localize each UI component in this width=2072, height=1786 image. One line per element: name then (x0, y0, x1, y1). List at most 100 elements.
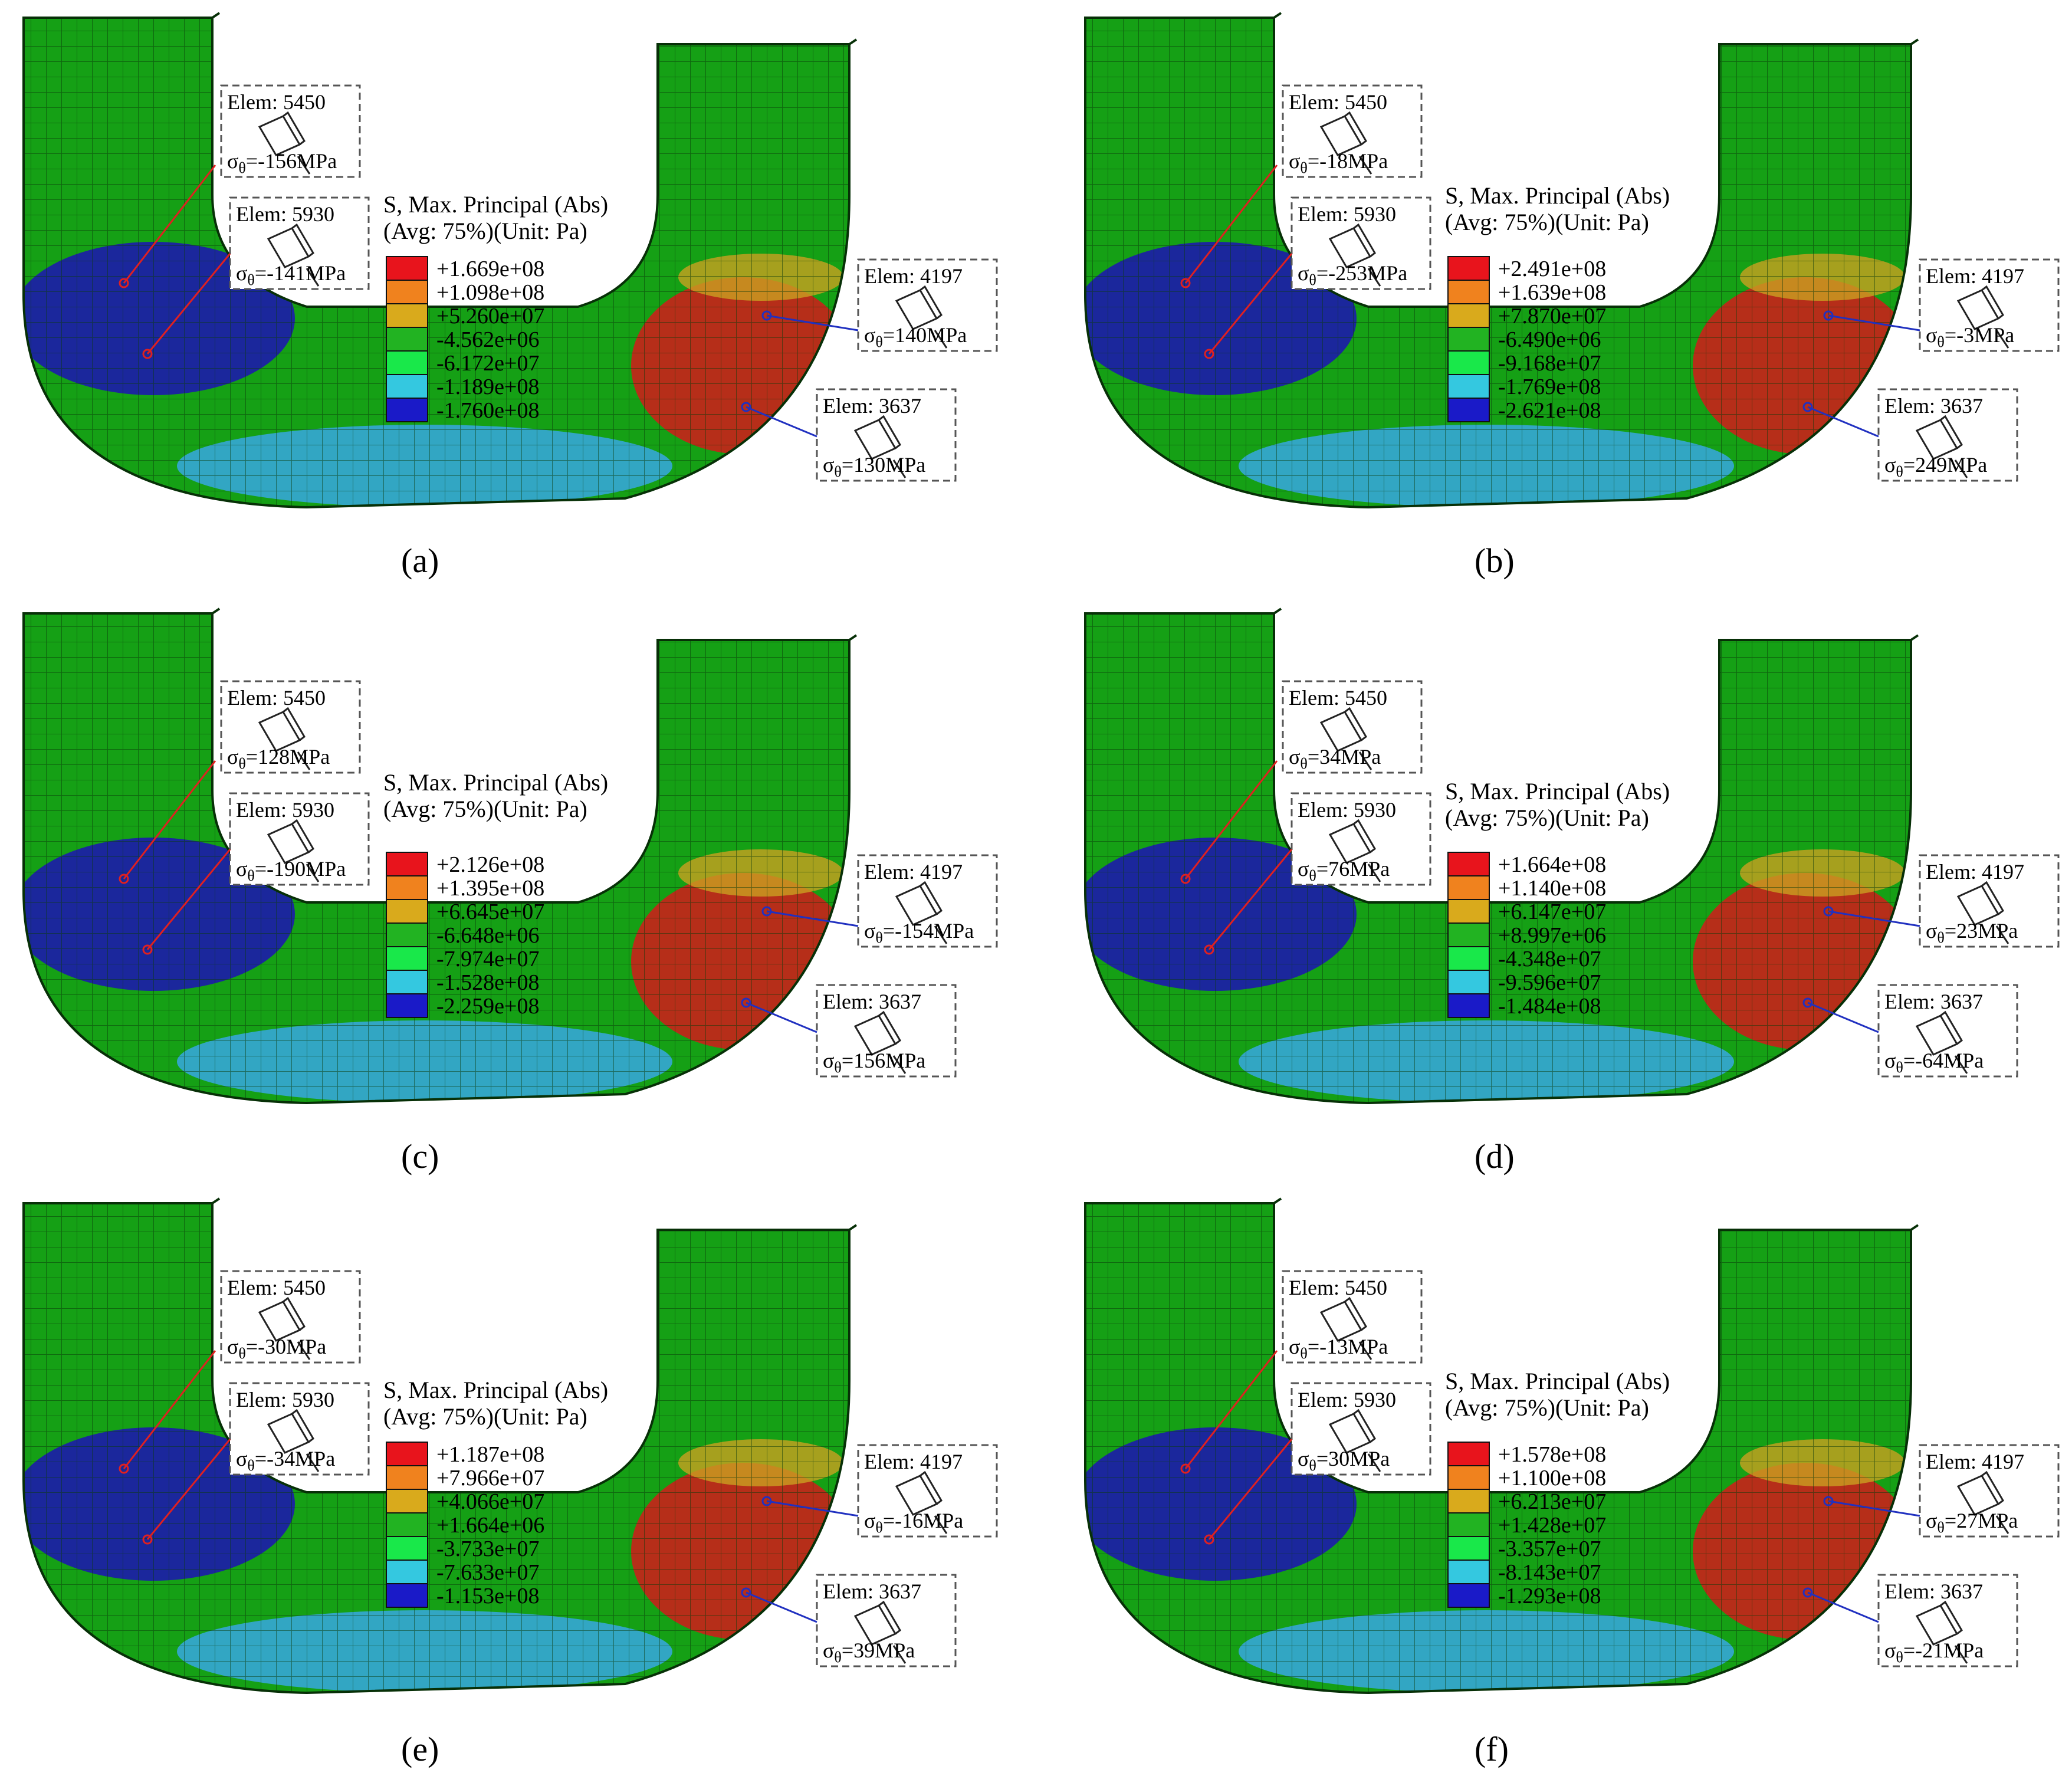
legend-value: +7.966e+07 (436, 1466, 544, 1490)
elem-stress: σθ=-13MPa (1289, 1335, 1388, 1362)
legend-value: +1.428e+07 (1498, 1513, 1606, 1538)
legend-value: -4.562e+06 (436, 327, 539, 352)
panel-b: S, Max. Principal (Abs) (Avg: 75%)(Unit:… (1073, 12, 2058, 580)
elem-stress: σθ=-18MPa (1289, 149, 1388, 176)
elem-stress: σθ=-21MPa (1884, 1639, 1984, 1666)
elem-stress: σθ=-30MPa (227, 1335, 326, 1362)
legend-value: +2.491e+08 (1498, 257, 1606, 281)
panel-c: S, Max. Principal (Abs) (Avg: 75%)(Unit:… (12, 608, 997, 1176)
elem-label: Elem: 5450 (227, 1276, 326, 1299)
legend-value: -1.189e+08 (436, 375, 539, 399)
legend-value: -1.153e+08 (436, 1584, 539, 1608)
legend-value: +4.066e+07 (436, 1489, 544, 1514)
legend-value: +6.213e+07 (1498, 1489, 1606, 1514)
legend-value: +5.260e+07 (436, 304, 544, 329)
elem-stress: σθ=-141MPa (236, 261, 346, 288)
legend-title-a: S, Max. Principal (Abs) (383, 191, 608, 218)
elem-label: Elem: 3637 (1884, 1580, 1983, 1603)
elem-label: Elem: 5930 (1298, 202, 1396, 226)
legend-value: -2.259e+08 (436, 994, 539, 1019)
legend-subtitle-e: (Avg: 75%)(Unit: Pa) (383, 1403, 587, 1430)
legend-value: -9.596e+07 (1498, 970, 1601, 995)
legend-value: +1.639e+08 (1498, 280, 1606, 305)
elem-label: Elem: 3637 (823, 1580, 921, 1603)
elem-stress: σθ=156MPa (823, 1049, 925, 1076)
legend-value: +1.395e+08 (436, 876, 544, 901)
legend-subtitle-c: (Avg: 75%)(Unit: Pa) (383, 796, 587, 822)
elem-stress: σθ=76MPa (1298, 857, 1390, 884)
legend-subtitle-a: (Avg: 75%)(Unit: Pa) (383, 218, 587, 244)
legend-value: -1.528e+08 (436, 970, 539, 995)
legend-value: -3.357e+07 (1498, 1537, 1601, 1561)
elem-label: Elem: 4197 (1926, 1450, 2024, 1473)
legend-value: -1.293e+08 (1498, 1584, 1601, 1608)
legend-value: +1.664e+08 (1498, 852, 1606, 877)
panel-caption: (d) (1475, 1137, 1515, 1176)
elem-label: Elem: 5450 (1289, 686, 1387, 710)
elem-stress: σθ=130MPa (823, 453, 925, 480)
elem-label: Elem: 5930 (236, 798, 334, 822)
elem-stress: σθ=140MPa (864, 323, 967, 350)
elem-label: Elem: 5930 (236, 202, 334, 226)
legend-value: +1.664e+06 (436, 1513, 544, 1538)
elem-label: Elem: 3637 (823, 990, 921, 1013)
elem-stress: σθ=-253MPa (1298, 261, 1407, 288)
legend-value: +6.645e+07 (436, 899, 544, 924)
legend-value: -2.621e+08 (1498, 398, 1601, 423)
elem-label: Elem: 4197 (864, 264, 963, 288)
elem-label: Elem: 3637 (1884, 394, 1983, 418)
legend-value: -4.348e+07 (1498, 947, 1601, 971)
legend-subtitle-b: (Avg: 75%)(Unit: Pa) (1445, 209, 1649, 235)
legend-subtitle-d: (Avg: 75%)(Unit: Pa) (1445, 805, 1649, 831)
legend-title-e: S, Max. Principal (Abs) (383, 1377, 608, 1403)
legend-title-b: S, Max. Principal (Abs) (1445, 182, 1670, 209)
panel-a: S, Max. Principal (Abs) (Avg: 75%)(Unit:… (12, 12, 997, 580)
legend-value: -6.490e+06 (1498, 327, 1601, 352)
elem-label: Elem: 4197 (864, 860, 963, 884)
legend-value: -1.760e+08 (436, 398, 539, 423)
legend-value: +1.187e+08 (436, 1442, 544, 1467)
legend-value: +1.100e+08 (1498, 1466, 1606, 1490)
legend-value: +1.578e+08 (1498, 1442, 1606, 1467)
elem-stress: σθ=-16MPa (864, 1509, 963, 1536)
elem-label: Elem: 5930 (1298, 1388, 1396, 1411)
elem-label: Elem: 4197 (864, 1450, 963, 1473)
panel-caption: (b) (1475, 541, 1515, 580)
elem-label: Elem: 5930 (1298, 798, 1396, 822)
elem-stress: σθ=23MPa (1926, 919, 2018, 946)
legend-value: +7.870e+07 (1498, 304, 1606, 329)
panel-e: S, Max. Principal (Abs) (Avg: 75%)(Unit:… (12, 1197, 997, 1768)
legend-value: -1.484e+08 (1498, 994, 1601, 1019)
legend-subtitle-f: (Avg: 75%)(Unit: Pa) (1445, 1394, 1649, 1421)
panel-d: S, Max. Principal (Abs) (Avg: 75%)(Unit:… (1073, 608, 2058, 1176)
elem-stress: σθ=-156MPa (227, 149, 337, 176)
elem-stress: σθ=27MPa (1926, 1509, 2018, 1536)
elem-label: Elem: 5450 (227, 90, 326, 114)
legend-value: -1.769e+08 (1498, 375, 1601, 399)
panel-caption: (c) (401, 1137, 439, 1176)
legend-value: +2.126e+08 (436, 852, 544, 877)
panel-caption: (f) (1475, 1730, 1509, 1768)
legend-value: +8.997e+06 (1498, 923, 1606, 948)
legend-value: -6.172e+07 (436, 351, 539, 376)
panel-caption: (a) (401, 541, 439, 580)
legend-title-d: S, Max. Principal (Abs) (1445, 778, 1670, 805)
elem-stress: σθ=30MPa (1298, 1447, 1390, 1474)
legend-title-c: S, Max. Principal (Abs) (383, 769, 608, 796)
elem-label: Elem: 4197 (1926, 264, 2024, 288)
panel-caption: (e) (401, 1730, 439, 1768)
elem-stress: σθ=34MPa (1289, 745, 1381, 772)
panel-f: S, Max. Principal (Abs) (Avg: 75%)(Unit:… (1073, 1197, 2058, 1768)
elem-stress: σθ=-34MPa (236, 1447, 335, 1474)
legend-value: -6.648e+06 (436, 923, 539, 948)
elem-label: Elem: 5930 (236, 1388, 334, 1411)
elem-stress: σθ=-190MPa (236, 857, 346, 884)
elem-stress: σθ=-3MPa (1926, 323, 2014, 350)
legend-value: -8.143e+07 (1498, 1560, 1601, 1585)
elem-label: Elem: 3637 (1884, 990, 1983, 1013)
elem-label: Elem: 5450 (1289, 90, 1387, 114)
legend-value: -7.633e+07 (436, 1560, 539, 1585)
elem-label: Elem: 5450 (1289, 1276, 1387, 1299)
legend-value: +6.147e+07 (1498, 899, 1606, 924)
